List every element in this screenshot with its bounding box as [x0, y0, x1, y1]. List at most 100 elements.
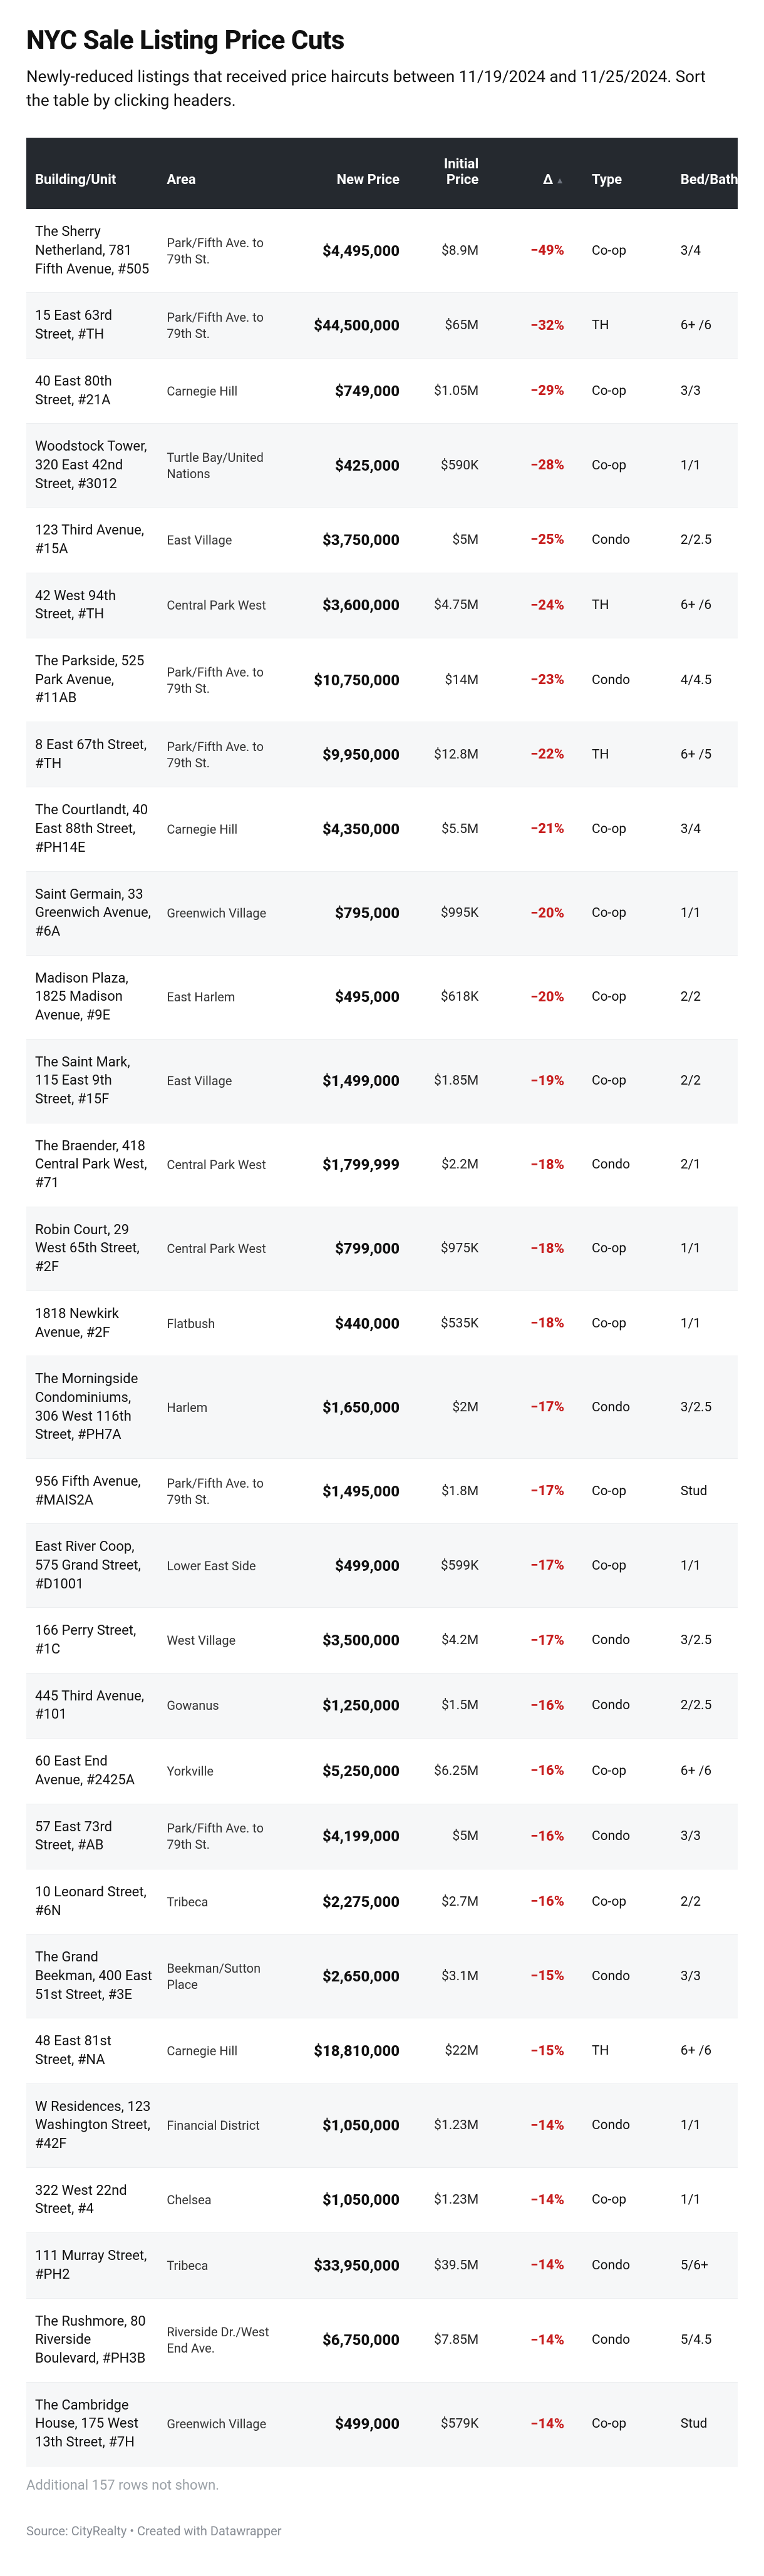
cell-type: Condo: [573, 1935, 672, 2018]
cell-initial-price: $3.1M: [408, 1935, 487, 2018]
col-header-building[interactable]: Building/Unit: [26, 138, 158, 209]
table-row[interactable]: 40 East 80th Street, #21ACarnegie Hill$7…: [26, 358, 738, 423]
table-row[interactable]: 445 Third Avenue, #101Gowanus$1,250,000$…: [26, 1673, 738, 1738]
cell-bed-bath: 5/6+: [672, 2233, 738, 2298]
table-row[interactable]: 956 Fifth Avenue, #MAIS2APark/Fifth Ave.…: [26, 1458, 738, 1523]
cell-bed-bath: 2/2.5: [672, 508, 738, 573]
cell-type: Condo: [573, 1123, 672, 1207]
cell-area: Tribeca: [158, 1869, 276, 1934]
col-header-bed-bath[interactable]: Bed/Bath: [672, 138, 738, 209]
table-row[interactable]: East River Coop, 575 Grand Street, #D100…: [26, 1524, 738, 1608]
cell-type: Co-op: [573, 1739, 672, 1804]
table-row[interactable]: The Parkside, 525 Park Avenue, #11ABPark…: [26, 638, 738, 722]
cell-initial-price: $5M: [408, 508, 487, 573]
cell-area: Park/Fifth Ave. to 79th St.: [158, 1804, 276, 1869]
cell-area: Park/Fifth Ave. to 79th St.: [158, 293, 276, 358]
col-header-new-price[interactable]: New Price: [277, 138, 408, 209]
table-row[interactable]: The Grand Beekman, 400 East 51st Street,…: [26, 1935, 738, 2018]
table-row[interactable]: The Saint Mark, 115 East 9th Street, #15…: [26, 1039, 738, 1123]
cell-building: 956 Fifth Avenue, #MAIS2A: [26, 1458, 158, 1523]
cell-area: Carnegie Hill: [158, 358, 276, 423]
cell-new-price: $1,499,000: [277, 1039, 408, 1123]
page-container: NYC Sale Listing Price Cuts Newly-reduce…: [0, 0, 764, 2576]
cell-type: Co-op: [573, 1458, 672, 1523]
table-row[interactable]: The Cambridge House, 175 West 13th Stree…: [26, 2382, 738, 2466]
table-row[interactable]: 10 Leonard Street, #6NTribeca$2,275,000$…: [26, 1869, 738, 1934]
table-row[interactable]: The Courtlandt, 40 East 88th Street, #PH…: [26, 787, 738, 871]
cell-type: Co-op: [573, 871, 672, 955]
table-row[interactable]: Madison Plaza, 1825 Madison Avenue, #9EE…: [26, 955, 738, 1039]
cell-delta: −20%: [487, 871, 573, 955]
cell-building: 42 West 94th Street, #TH: [26, 573, 158, 638]
cell-bed-bath: 2/2: [672, 955, 738, 1039]
cell-area: Tribeca: [158, 2233, 276, 2298]
cell-new-price: $2,275,000: [277, 1869, 408, 1934]
cell-area: Gowanus: [158, 1673, 276, 1738]
cell-delta: −18%: [487, 1291, 573, 1356]
cell-bed-bath: 1/1: [672, 871, 738, 955]
table-row[interactable]: 60 East End Avenue, #2425AYorkville$5,25…: [26, 1739, 738, 1804]
cell-building: 40 East 80th Street, #21A: [26, 358, 158, 423]
col-header-initial-price[interactable]: Initial Price: [408, 138, 487, 209]
cell-area: Chelsea: [158, 2167, 276, 2232]
cell-new-price: $440,000: [277, 1291, 408, 1356]
cell-delta: −28%: [487, 424, 573, 508]
table-row[interactable]: 123 Third Avenue, #15AEast Village$3,750…: [26, 508, 738, 573]
col-header-area[interactable]: Area: [158, 138, 276, 209]
table-row[interactable]: 42 West 94th Street, #THCentral Park Wes…: [26, 573, 738, 638]
cell-new-price: $499,000: [277, 1524, 408, 1608]
cell-type: Co-op: [573, 358, 672, 423]
cell-delta: −29%: [487, 358, 573, 423]
cell-building: East River Coop, 575 Grand Street, #D100…: [26, 1524, 158, 1608]
cell-new-price: $33,950,000: [277, 2233, 408, 2298]
cell-bed-bath: 3/3: [672, 358, 738, 423]
cell-initial-price: $2.2M: [408, 1123, 487, 1207]
cell-type: Co-op: [573, 1869, 672, 1934]
cell-delta: −14%: [487, 2167, 573, 2232]
cell-bed-bath: 2/2: [672, 1039, 738, 1123]
table-row[interactable]: Woodstock Tower, 320 East 42nd Street, #…: [26, 424, 738, 508]
table-row[interactable]: 1818 Newkirk Avenue, #2FFlatbush$440,000…: [26, 1291, 738, 1356]
cell-initial-price: $1.05M: [408, 358, 487, 423]
col-header-type[interactable]: Type: [573, 138, 672, 209]
cell-building: The Parkside, 525 Park Avenue, #11AB: [26, 638, 158, 722]
cell-building: The Morningside Condominiums, 306 West 1…: [26, 1356, 158, 1459]
cell-area: Central Park West: [158, 1207, 276, 1291]
cell-bed-bath: 6+ /6: [672, 2018, 738, 2083]
table-row[interactable]: The Rushmore, 80 Riverside Boulevard, #P…: [26, 2298, 738, 2382]
cell-initial-price: $975K: [408, 1207, 487, 1291]
cell-area: Park/Fifth Ave. to 79th St.: [158, 209, 276, 293]
cell-initial-price: $590K: [408, 424, 487, 508]
cell-bed-bath: Stud: [672, 2382, 738, 2466]
table-row[interactable]: 48 East 81st Street, #NACarnegie Hill$18…: [26, 2018, 738, 2083]
cell-bed-bath: 2/1: [672, 1123, 738, 1207]
cell-delta: −17%: [487, 1608, 573, 1673]
col-header-delta[interactable]: Δ▲: [487, 138, 573, 209]
table-row[interactable]: Robin Court, 29 West 65th Street, #2FCen…: [26, 1207, 738, 1291]
table-row[interactable]: 8 East 67th Street, #THPark/Fifth Ave. t…: [26, 722, 738, 787]
rows-not-shown-note: Additional 157 rows not shown.: [26, 2478, 738, 2493]
table-row[interactable]: 15 East 63rd Street, #THPark/Fifth Ave. …: [26, 293, 738, 358]
cell-new-price: $425,000: [277, 424, 408, 508]
cell-type: Condo: [573, 638, 672, 722]
cell-bed-bath: 5/4.5: [672, 2298, 738, 2382]
cell-building: Saint Germain, 33 Greenwich Avenue, #6A: [26, 871, 158, 955]
table-row[interactable]: 57 East 73rd Street, #ABPark/Fifth Ave. …: [26, 1804, 738, 1869]
table-row[interactable]: W Residences, 123 Washington Street, #42…: [26, 2083, 738, 2167]
cell-initial-price: $8.9M: [408, 209, 487, 293]
table-row[interactable]: 111 Murray Street, #PH2Tribeca$33,950,00…: [26, 2233, 738, 2298]
cell-initial-price: $5.5M: [408, 787, 487, 871]
cell-building: 8 East 67th Street, #TH: [26, 722, 158, 787]
table-row[interactable]: The Braender, 418 Central Park West, #71…: [26, 1123, 738, 1207]
table-row[interactable]: 166 Perry Street, #1CWest Village$3,500,…: [26, 1608, 738, 1673]
cell-bed-bath: 6+ /6: [672, 1739, 738, 1804]
cell-new-price: $1,799,999: [277, 1123, 408, 1207]
cell-delta: −21%: [487, 787, 573, 871]
table-row[interactable]: Saint Germain, 33 Greenwich Avenue, #6AG…: [26, 871, 738, 955]
table-row[interactable]: The Morningside Condominiums, 306 West 1…: [26, 1356, 738, 1459]
table-row[interactable]: 322 West 22nd Street, #4Chelsea$1,050,00…: [26, 2167, 738, 2232]
cell-bed-bath: 6+ /6: [672, 293, 738, 358]
cell-initial-price: $5M: [408, 1804, 487, 1869]
cell-new-price: $1,495,000: [277, 1458, 408, 1523]
table-row[interactable]: The Sherry Netherland, 781 Fifth Avenue,…: [26, 209, 738, 293]
